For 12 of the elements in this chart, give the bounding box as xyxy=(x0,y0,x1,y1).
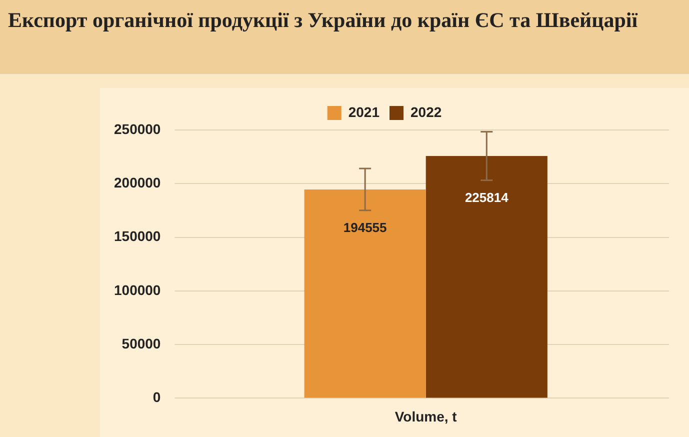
y-tick-label: 0 xyxy=(152,389,161,406)
y-tick-label: 50000 xyxy=(122,335,161,352)
y-tick-label: 150000 xyxy=(114,228,161,244)
data-label: 194555 xyxy=(343,220,387,235)
chart-title: Експорт органічної продукції з України до країн ЄС та Швейцарії xyxy=(0,0,689,74)
x-tick-label: Volume, t xyxy=(394,408,458,424)
legend-label: 2021 xyxy=(348,104,380,120)
y-tick-label: 100000 xyxy=(114,282,161,298)
y-tick-label: 250000 xyxy=(114,120,161,137)
legend-label: 2022 xyxy=(410,104,442,120)
y-tick-label: 200000 xyxy=(114,174,161,190)
data-label: 225814 xyxy=(464,190,510,205)
